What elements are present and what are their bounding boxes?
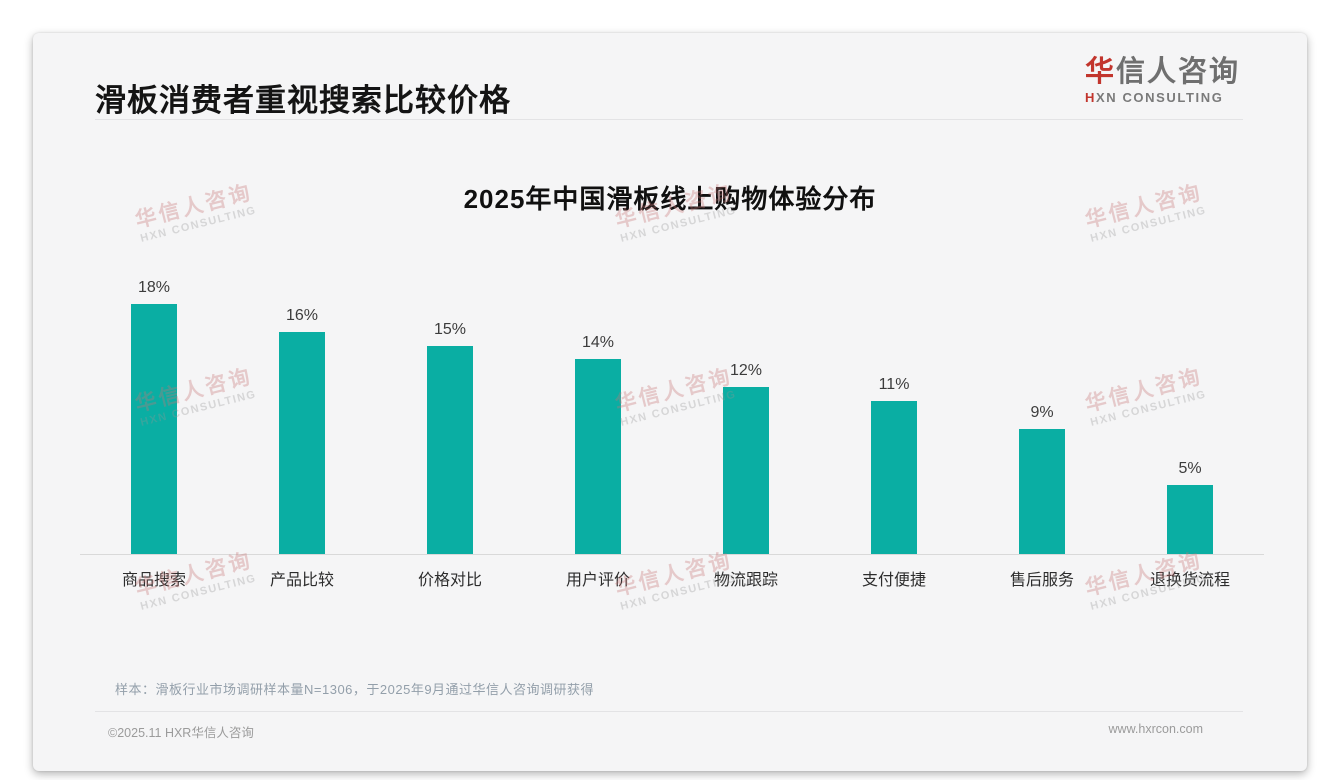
- bar-value-label: 12%: [729, 362, 763, 380]
- bar: [723, 387, 769, 554]
- category-label: 支付便捷: [861, 572, 926, 589]
- bar-column: 14%: [524, 334, 672, 554]
- bar: [871, 401, 917, 554]
- bar: [427, 345, 473, 554]
- logo-tagline-accent: H: [1084, 89, 1096, 105]
- bar-column: 11%: [820, 376, 968, 554]
- bar: [131, 303, 177, 554]
- logo-brand-text: 华信人咨询: [1084, 56, 1240, 89]
- bar-value-label: 15%: [433, 320, 467, 338]
- logo-brand-rest: 信人咨询: [1115, 56, 1240, 88]
- category-label: 价格对比: [417, 572, 482, 589]
- category-label: 用户评价: [565, 572, 630, 589]
- bar-chart: 18% 16% 15% 14% 12% 11% 9% 5%: [80, 33, 1264, 554]
- logo-tagline-rest: XN CONSULTING: [1095, 89, 1224, 105]
- bar-column: 15%: [376, 320, 524, 554]
- category-label: 售后服务: [1009, 572, 1074, 589]
- header-divider: [95, 119, 1243, 120]
- bar-value-label: 5%: [1178, 459, 1202, 477]
- bar-column: 5%: [1116, 459, 1264, 554]
- copyright-text: ©2025.11 HXR华信人咨询: [108, 726, 254, 740]
- bar-value-label: 16%: [285, 306, 319, 324]
- category-label: 物流跟踪: [713, 572, 778, 589]
- category-label: 产品比较: [269, 572, 334, 589]
- sample-footnote: 样本：滑板行业市场调研样本量N=1306，于2025年9月通过华信人咨询调研获得: [115, 682, 595, 697]
- category-axis-labels: 商品搜索 产品比较 价格对比 用户评价 物流跟踪 支付便捷 售后服务 退换货流程: [80, 566, 1264, 590]
- bar-column: 16%: [228, 307, 376, 554]
- chart-title: 2025年中国滑板线上购物体验分布: [463, 184, 877, 214]
- logo-tagline: HXN CONSULTING: [1085, 90, 1240, 105]
- bar-column: 18%: [80, 279, 228, 554]
- bar-column: 9%: [968, 404, 1116, 554]
- category-label: 商品搜索: [121, 572, 186, 589]
- bar: [279, 331, 325, 554]
- logo-brand-accent: 华: [1084, 56, 1116, 88]
- bar-column: 12%: [672, 362, 820, 554]
- bar: [1019, 428, 1065, 554]
- website-url: www.hxrcon.com: [1108, 722, 1203, 736]
- footer-divider: [95, 711, 1243, 712]
- x-axis-line: [80, 554, 1264, 555]
- slide-card: 滑板消费者重视搜索比较价格 华信人咨询 HXN CONSULTING 2025年…: [33, 33, 1307, 771]
- page-title: 滑板消费者重视搜索比较价格: [95, 83, 511, 118]
- company-logo: 华信人咨询 HXN CONSULTING: [1084, 56, 1240, 105]
- bar-value-label: 18%: [137, 278, 171, 296]
- bar-value-label: 11%: [878, 376, 910, 394]
- category-label: 退换货流程: [1149, 572, 1230, 589]
- bar-value-label: 9%: [1030, 403, 1054, 421]
- bar: [575, 359, 621, 554]
- bar: [1167, 484, 1213, 554]
- bar-value-label: 14%: [581, 334, 615, 352]
